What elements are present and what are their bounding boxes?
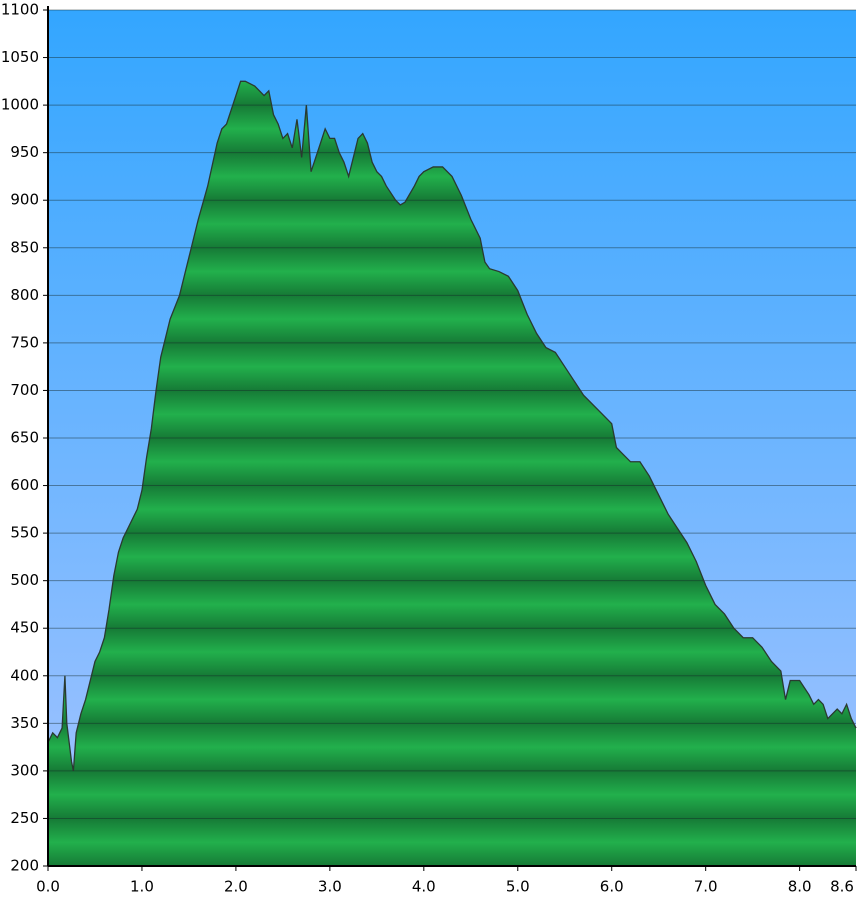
x-tick-label: 1.0 — [130, 878, 154, 896]
y-tick-label: 750 — [10, 333, 39, 351]
y-tick-label: 500 — [10, 571, 39, 589]
x-tick-label: 7.0 — [694, 878, 718, 896]
y-tick-label: 550 — [10, 524, 39, 542]
x-tick-label: 4.0 — [412, 878, 436, 896]
y-tick-label: 650 — [10, 429, 39, 447]
x-tick-label: 8.6 — [830, 878, 854, 896]
y-tick-label: 400 — [10, 666, 39, 684]
y-tick-label: 800 — [10, 286, 39, 304]
x-tick-label: 6.0 — [600, 878, 624, 896]
x-tick-label: 2.0 — [224, 878, 248, 896]
y-tick-label: 850 — [10, 238, 39, 256]
y-tick-label: 450 — [10, 619, 39, 637]
x-tick-label: 8.0 — [788, 878, 812, 896]
y-tick-label: 900 — [10, 191, 39, 209]
y-tick-label: 250 — [10, 809, 39, 827]
x-tick-label: 5.0 — [506, 878, 530, 896]
area-line — [47, 80, 857, 772]
area-fill — [48, 81, 856, 866]
y-tick-label: 700 — [10, 381, 39, 399]
y-tick-label: 1000 — [1, 96, 39, 114]
y-tick-label: 350 — [10, 714, 39, 732]
y-tick-label: 1050 — [1, 48, 39, 66]
y-tick-label: 300 — [10, 761, 39, 779]
y-tick-label: 200 — [10, 857, 39, 875]
y-tick-label: 600 — [10, 476, 39, 494]
x-tick-label: 0.0 — [36, 878, 60, 896]
y-tick-label: 1100 — [1, 1, 39, 19]
y-tick-label: 950 — [10, 143, 39, 161]
x-tick-label: 3.0 — [318, 878, 342, 896]
